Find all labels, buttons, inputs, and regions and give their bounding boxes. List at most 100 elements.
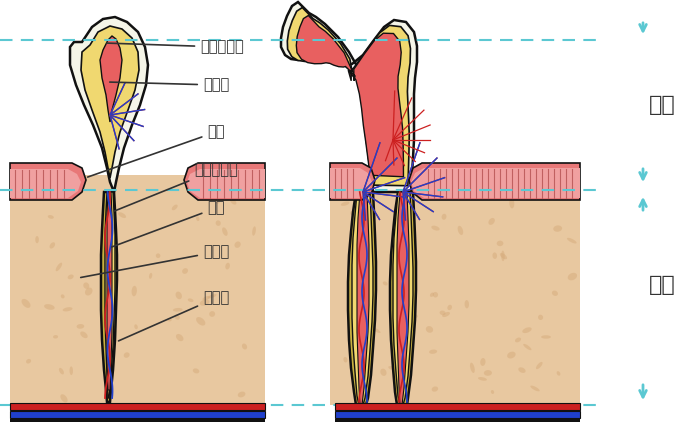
Polygon shape bbox=[330, 175, 580, 405]
Ellipse shape bbox=[383, 282, 388, 286]
Ellipse shape bbox=[238, 392, 246, 397]
Ellipse shape bbox=[568, 273, 577, 280]
Bar bbox=[10, 411, 265, 418]
Bar bbox=[335, 403, 580, 410]
Ellipse shape bbox=[44, 304, 55, 310]
Ellipse shape bbox=[55, 191, 60, 198]
Ellipse shape bbox=[234, 242, 241, 248]
Ellipse shape bbox=[522, 327, 532, 333]
Polygon shape bbox=[81, 26, 139, 178]
Ellipse shape bbox=[156, 253, 160, 258]
Ellipse shape bbox=[429, 349, 437, 354]
Polygon shape bbox=[184, 163, 265, 200]
Ellipse shape bbox=[68, 275, 74, 279]
Ellipse shape bbox=[60, 394, 68, 403]
Ellipse shape bbox=[556, 371, 561, 376]
Ellipse shape bbox=[176, 292, 182, 299]
Ellipse shape bbox=[500, 253, 507, 259]
Ellipse shape bbox=[480, 358, 486, 366]
Ellipse shape bbox=[188, 298, 193, 302]
Polygon shape bbox=[330, 163, 375, 200]
Ellipse shape bbox=[167, 318, 172, 322]
Ellipse shape bbox=[17, 184, 25, 191]
Polygon shape bbox=[296, 15, 403, 177]
Ellipse shape bbox=[216, 220, 220, 226]
Ellipse shape bbox=[470, 363, 475, 373]
Polygon shape bbox=[411, 168, 580, 198]
Ellipse shape bbox=[59, 368, 64, 374]
Ellipse shape bbox=[176, 334, 183, 341]
Polygon shape bbox=[281, 2, 417, 192]
Text: 歯根: 歯根 bbox=[649, 275, 675, 295]
Ellipse shape bbox=[440, 311, 446, 315]
Ellipse shape bbox=[465, 188, 470, 197]
Ellipse shape bbox=[173, 308, 183, 312]
Text: 歯髄: 歯髄 bbox=[111, 201, 225, 247]
Bar bbox=[335, 419, 580, 422]
Ellipse shape bbox=[465, 300, 469, 308]
Ellipse shape bbox=[76, 324, 84, 329]
Ellipse shape bbox=[497, 241, 503, 246]
Text: セメント質: セメント質 bbox=[115, 162, 238, 211]
Ellipse shape bbox=[56, 263, 62, 271]
Ellipse shape bbox=[523, 344, 531, 350]
Ellipse shape bbox=[196, 317, 205, 326]
Ellipse shape bbox=[510, 198, 514, 209]
Polygon shape bbox=[348, 192, 376, 405]
Ellipse shape bbox=[118, 212, 126, 218]
Ellipse shape bbox=[489, 218, 495, 225]
Ellipse shape bbox=[61, 294, 64, 298]
Ellipse shape bbox=[501, 250, 505, 261]
Ellipse shape bbox=[101, 213, 111, 218]
Ellipse shape bbox=[202, 183, 209, 186]
Ellipse shape bbox=[124, 352, 130, 358]
Ellipse shape bbox=[567, 238, 577, 243]
Ellipse shape bbox=[149, 273, 153, 279]
Ellipse shape bbox=[174, 315, 180, 320]
Ellipse shape bbox=[132, 286, 137, 296]
Ellipse shape bbox=[433, 292, 438, 297]
Ellipse shape bbox=[242, 344, 247, 349]
Ellipse shape bbox=[442, 214, 447, 220]
Polygon shape bbox=[357, 192, 369, 405]
Ellipse shape bbox=[491, 390, 494, 394]
Bar bbox=[10, 419, 265, 422]
Ellipse shape bbox=[419, 182, 426, 192]
Ellipse shape bbox=[134, 324, 138, 329]
Text: 歯冠: 歯冠 bbox=[649, 95, 675, 115]
Text: エナメル質: エナメル質 bbox=[107, 40, 244, 55]
Ellipse shape bbox=[215, 198, 220, 204]
Text: 象牙質: 象牙質 bbox=[110, 77, 229, 92]
Ellipse shape bbox=[85, 288, 92, 296]
Ellipse shape bbox=[48, 215, 54, 219]
Ellipse shape bbox=[458, 226, 463, 235]
Polygon shape bbox=[187, 169, 265, 198]
Ellipse shape bbox=[40, 194, 43, 199]
Ellipse shape bbox=[405, 301, 411, 309]
Ellipse shape bbox=[518, 367, 526, 373]
Polygon shape bbox=[105, 192, 115, 398]
Ellipse shape bbox=[523, 187, 528, 193]
Ellipse shape bbox=[402, 194, 412, 198]
Ellipse shape bbox=[430, 293, 434, 297]
Polygon shape bbox=[70, 17, 148, 192]
Polygon shape bbox=[393, 192, 413, 405]
Ellipse shape bbox=[26, 359, 31, 363]
Polygon shape bbox=[390, 192, 416, 405]
Ellipse shape bbox=[252, 226, 256, 236]
Bar bbox=[335, 411, 580, 418]
Polygon shape bbox=[100, 36, 122, 122]
Polygon shape bbox=[409, 163, 580, 200]
Ellipse shape bbox=[196, 216, 200, 221]
Ellipse shape bbox=[372, 328, 381, 333]
Ellipse shape bbox=[552, 290, 558, 296]
Ellipse shape bbox=[478, 377, 487, 381]
Ellipse shape bbox=[507, 352, 516, 359]
Polygon shape bbox=[101, 192, 117, 402]
Ellipse shape bbox=[222, 227, 228, 236]
Ellipse shape bbox=[431, 226, 440, 231]
Ellipse shape bbox=[492, 253, 497, 259]
Ellipse shape bbox=[202, 296, 210, 300]
Ellipse shape bbox=[83, 282, 90, 289]
Ellipse shape bbox=[193, 368, 200, 374]
